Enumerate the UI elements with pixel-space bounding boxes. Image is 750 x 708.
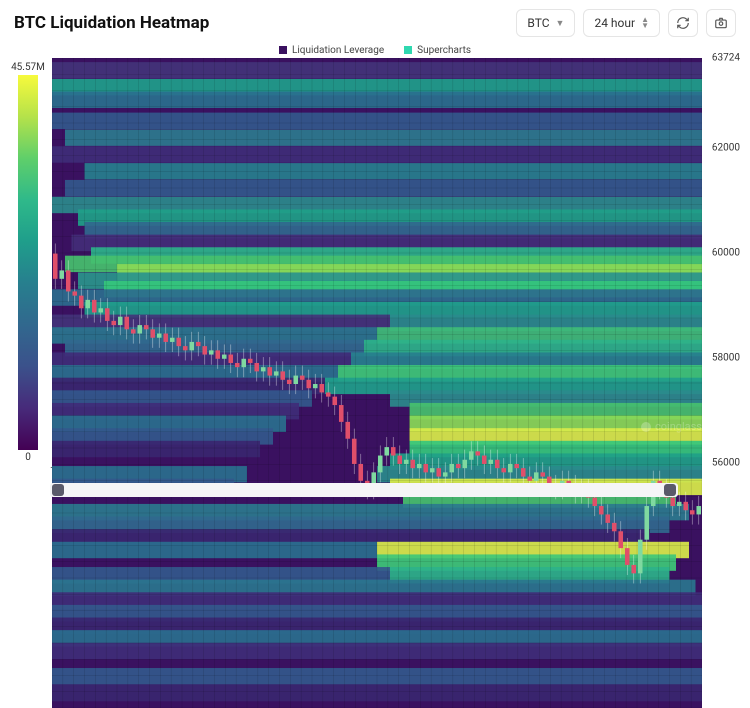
brush-handle-right[interactable] (664, 484, 676, 496)
supercharts-swatch (404, 46, 412, 54)
y-axis: 6372462000600005800056000 (702, 58, 744, 463)
y-tick: 60000 (712, 248, 740, 259)
legend: Liquidation Leverage Supercharts (0, 42, 750, 58)
range-value: 24 hour (594, 16, 635, 30)
legend-liquidation: Liquidation Leverage (279, 45, 384, 56)
time-brush[interactable] (50, 483, 678, 497)
y-tick: 56000 (712, 458, 740, 469)
range-selector[interactable]: 24 hour ▲▼ (583, 9, 660, 37)
refresh-button[interactable] (668, 9, 698, 37)
y-tick: 63724 (712, 53, 740, 64)
heatmap-canvas (52, 58, 702, 708)
supercharts-label: Supercharts (417, 45, 471, 56)
chart-area: 45.57M 0 6372462000600005800056000 coing… (0, 58, 750, 463)
y-tick: 62000 (712, 143, 740, 154)
y-tick: 58000 (712, 353, 740, 364)
coin-selector[interactable]: BTC ▼ (516, 9, 575, 37)
heatmap[interactable] (52, 58, 702, 463)
colorbar-gradient (18, 75, 38, 450)
stepper-icon: ▲▼ (641, 17, 649, 29)
liquidation-swatch (279, 46, 287, 54)
colorbar: 45.57M 0 (6, 58, 50, 463)
camera-button[interactable] (706, 9, 736, 37)
coin-value: BTC (527, 16, 549, 30)
chevron-down-icon: ▼ (556, 18, 565, 29)
controls: BTC ▼ 24 hour ▲▼ (516, 9, 736, 37)
legend-supercharts: Supercharts (404, 45, 471, 56)
page-title: BTC Liquidation Heatmap (14, 13, 209, 33)
refresh-icon (676, 16, 690, 30)
brush-handle-left[interactable] (52, 484, 64, 496)
header: BTC Liquidation Heatmap BTC ▼ 24 hour ▲▼ (0, 0, 750, 42)
camera-icon (714, 16, 728, 30)
liquidation-label: Liquidation Leverage (292, 45, 384, 56)
colorbar-min: 0 (25, 452, 31, 463)
colorbar-max: 45.57M (11, 62, 45, 73)
